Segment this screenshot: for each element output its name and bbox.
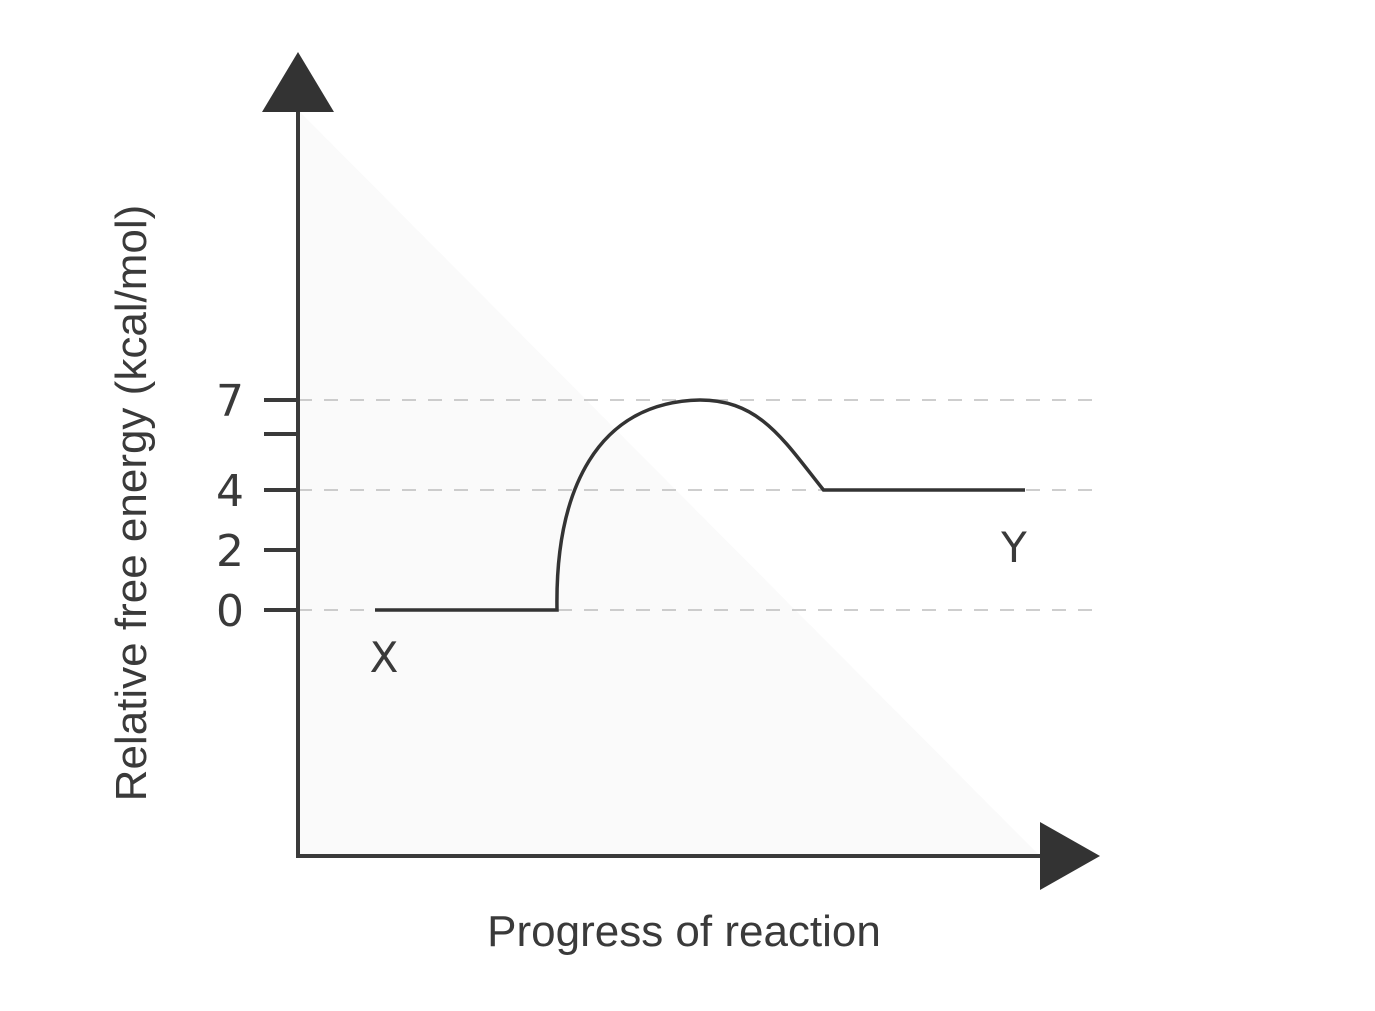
product-label: Y: [1000, 523, 1027, 572]
x-axis-arrow: [1040, 822, 1100, 890]
reactant-label: X: [370, 633, 399, 682]
y-tick-label: 7: [216, 376, 244, 427]
y-axis-title: Relative free energy (kcal/mol): [107, 205, 156, 802]
y-tick-label: 2: [216, 526, 244, 577]
y-ticks: 0 2 4 7: [216, 376, 298, 637]
y-axis-arrow: [262, 52, 334, 112]
background-shade: [298, 110, 1040, 856]
y-tick-label: 4: [216, 466, 244, 517]
y-tick-label: 0: [216, 586, 244, 637]
energy-curve: [375, 398, 1025, 612]
x-axis-title: Progress of reaction: [487, 907, 881, 956]
